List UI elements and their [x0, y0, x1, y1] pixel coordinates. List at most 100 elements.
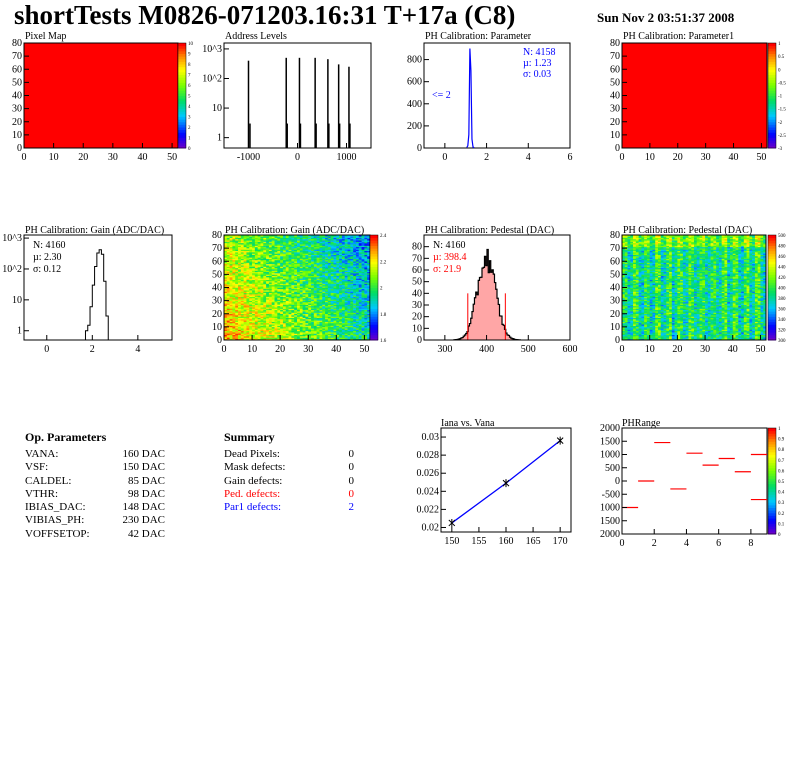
heatmap-cell [271, 337, 275, 339]
heatmap-cell [308, 275, 312, 278]
heatmap-cell [224, 334, 228, 337]
heatmap-cell [622, 334, 626, 337]
heatmap-cell [285, 296, 289, 299]
heatmap-cell [347, 287, 351, 290]
plot-frame [423, 234, 571, 341]
heatmap-cell [226, 263, 230, 266]
heatmap-cell [271, 338, 275, 341]
heatmap-cell [246, 301, 250, 304]
heatmap-cell [277, 329, 281, 332]
heatmap-cell [271, 259, 275, 262]
heatmap-cell [630, 282, 634, 284]
heatmap-cell [235, 320, 239, 322]
heatmap-cell [358, 248, 362, 250]
heatmap-cell [277, 305, 281, 308]
heatmap-cell [260, 324, 264, 326]
heatmap-cell [622, 274, 626, 276]
heatmap-cell [274, 282, 278, 284]
heatmap-cell [229, 287, 233, 290]
heatmap-cell [246, 296, 250, 299]
heatmap-cell [336, 282, 340, 284]
heatmap-cell [294, 292, 298, 295]
heatmap-cell [633, 253, 637, 255]
heatmap-cell [322, 254, 326, 257]
heatmap-cell [305, 296, 309, 299]
heatmap-cell [325, 328, 329, 330]
heatmap-cell [294, 252, 298, 254]
heatmap-cell [285, 266, 289, 269]
heatmap-cell [238, 307, 242, 309]
heatmap-cell [291, 304, 295, 307]
heatmap-cell [277, 270, 281, 273]
heatmap-cell [285, 334, 289, 337]
heatmap-cell [263, 313, 267, 316]
heatmap-cell [322, 235, 326, 237]
heatmap-cell [257, 326, 261, 329]
heatmap-cell [257, 245, 261, 248]
heatmap-cell [282, 308, 287, 311]
heatmap-cell [336, 317, 340, 320]
heatmap-cell [297, 282, 301, 284]
heatmap-cell [249, 317, 253, 320]
heatmap-cell [313, 294, 317, 296]
heatmap-cell [630, 337, 634, 339]
heatmap-cell [330, 324, 334, 326]
heatmap-cell [240, 333, 244, 336]
palette-cell [768, 87, 776, 91]
heatmap-cell [311, 336, 315, 338]
heatmap-cell [257, 320, 261, 322]
heatmap-cell [344, 303, 348, 305]
heatmap-cell [322, 248, 326, 250]
heatmap-cell [353, 273, 357, 275]
heatmap-cell [229, 291, 233, 294]
heatmap-cell [224, 256, 228, 258]
stats-sigma: σ: 0.03 [523, 69, 551, 80]
palette-cell [370, 319, 378, 323]
palette-cell [370, 282, 378, 286]
chart-title: Address Levels [225, 31, 287, 42]
heatmap-cell [358, 325, 362, 328]
heatmap-cell [246, 237, 250, 240]
heatmap-cell [319, 322, 323, 325]
heatmap-cell [302, 245, 306, 248]
heatmap-cell [243, 240, 247, 242]
heatmap-cell [277, 248, 281, 250]
heatmap-cell [252, 311, 256, 313]
heatmap-cell [280, 317, 284, 320]
heatmap-cell [277, 333, 281, 336]
heatmap-cell [229, 300, 233, 303]
heatmap-cell [263, 294, 267, 296]
heatmap-cell [226, 317, 230, 320]
heatmap-cell [299, 312, 303, 315]
heatmap-cell [297, 237, 301, 240]
heatmap-cell [299, 275, 303, 278]
heatmap-cell [249, 333, 253, 336]
heatmap-cell [249, 294, 253, 296]
heatmap-cell [311, 291, 315, 294]
heatmap-cell [308, 329, 312, 332]
heatmap-cell [252, 257, 256, 259]
heatmap-cell [224, 333, 228, 336]
heatmap-cell [353, 236, 357, 238]
heatmap-cell [235, 317, 239, 320]
heatmap-cell [282, 246, 287, 249]
heatmap-cell [325, 307, 329, 309]
heatmap-cell [266, 245, 270, 248]
heatmap-cell [311, 319, 315, 321]
heatmap-cell [238, 257, 242, 259]
heatmap-cell [302, 336, 306, 338]
palette-cell [768, 103, 776, 107]
heatmap-cell [630, 316, 634, 318]
heatmap-cell [333, 326, 337, 329]
heatmap-cell [260, 308, 264, 311]
heatmap-cell [367, 263, 371, 266]
heatmap-cell [308, 290, 312, 292]
heatmap-cell [355, 242, 360, 245]
heatmap-cell [633, 312, 637, 315]
heatmap-cell [367, 326, 371, 329]
heatmap-cell [291, 242, 295, 245]
heatmap-cell [635, 336, 639, 338]
heatmap-cell [257, 277, 261, 279]
heatmap-cell [341, 319, 346, 321]
heatmap-cell [353, 305, 357, 308]
